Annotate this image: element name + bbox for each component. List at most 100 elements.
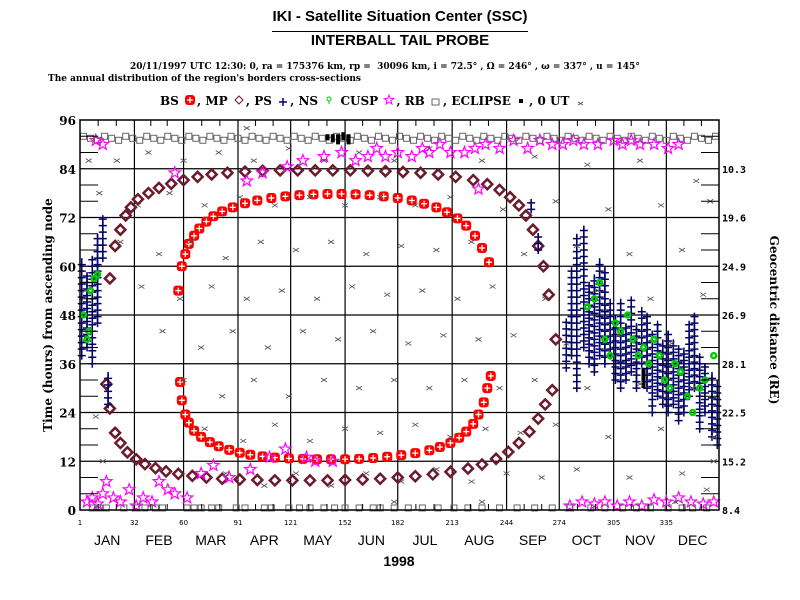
bs-point <box>204 437 215 448</box>
0-ut-point <box>383 292 391 298</box>
rb-point <box>120 504 128 512</box>
cusp-point <box>167 486 183 500</box>
bs-point <box>175 377 186 388</box>
rb-point <box>94 136 102 144</box>
rb-point <box>557 136 565 144</box>
rb-point <box>241 136 249 144</box>
ps-point <box>600 268 609 277</box>
mp-point <box>176 173 191 187</box>
0-ut-point <box>176 296 184 302</box>
0-ut-point <box>626 475 633 480</box>
rb-point <box>129 134 137 142</box>
ps-point <box>98 215 107 224</box>
cusp-point <box>671 490 686 505</box>
mp-point <box>519 208 533 223</box>
mp-point <box>361 164 375 178</box>
x-tick-label: 244 <box>500 519 514 527</box>
month-label: JUN <box>358 532 385 548</box>
y-tick-label: 84 <box>59 163 76 177</box>
bs-point <box>378 191 389 202</box>
y-tick-label: 96 <box>59 114 76 128</box>
rb-point <box>587 504 595 512</box>
0-ut-point <box>510 332 517 338</box>
mp-point <box>220 166 235 180</box>
eclipse-mark <box>346 134 351 145</box>
ps-point <box>88 255 97 264</box>
legend-label: CUSP <box>340 94 383 108</box>
0-ut-point <box>531 154 538 159</box>
rb-point <box>618 504 626 512</box>
rb-point <box>306 504 314 512</box>
bs-point <box>461 220 472 231</box>
rb-point <box>87 134 95 142</box>
cusp-point <box>369 140 385 155</box>
0-ut-point <box>159 328 166 334</box>
rb-point <box>164 132 172 140</box>
right-tick-label: 22.5 <box>722 409 746 420</box>
rb-point <box>410 136 418 144</box>
ns-point <box>639 343 648 352</box>
0-ut-point <box>208 284 215 289</box>
cusp-point <box>105 490 121 505</box>
mp-point <box>164 177 179 191</box>
cusp-point <box>325 453 341 468</box>
month-label: DEC <box>678 532 708 548</box>
mp-point <box>99 377 114 391</box>
cusp-point <box>706 494 722 509</box>
rb-point <box>550 134 558 142</box>
cusp-point <box>242 461 258 476</box>
right-tick-label: 24.9 <box>722 262 746 273</box>
mp-point <box>285 473 300 488</box>
bs-point <box>431 202 442 213</box>
0-ut-point <box>240 438 247 444</box>
mp-point <box>138 457 152 471</box>
green-circle-icon <box>326 96 332 104</box>
cusp-point <box>432 136 448 151</box>
rb-point <box>431 136 439 144</box>
rb-point <box>374 132 382 140</box>
ns-point <box>655 351 664 360</box>
ps-point <box>707 374 716 383</box>
bs-point <box>364 190 375 201</box>
plot-frame <box>79 119 720 511</box>
bs-point <box>396 450 407 461</box>
rb-point <box>655 134 663 142</box>
mp-point <box>461 461 475 476</box>
mp-point <box>152 181 166 195</box>
ps-point <box>713 382 722 391</box>
rb-point <box>501 132 509 140</box>
mp-point <box>268 473 282 488</box>
ns-point <box>86 286 95 295</box>
rb-point <box>390 504 398 512</box>
cusp-point <box>671 136 686 151</box>
cusp-point <box>492 140 507 155</box>
bs-point <box>410 448 421 459</box>
mp-point <box>159 464 173 479</box>
0-ut-point <box>278 288 286 293</box>
cusp-point <box>295 152 311 167</box>
0-ut-point <box>215 150 222 155</box>
legend-separator: , <box>396 94 405 108</box>
rb-point <box>487 134 495 142</box>
mp-point <box>443 465 458 479</box>
mp-point <box>141 186 156 200</box>
rb-point <box>285 504 293 512</box>
rb-point <box>697 134 705 142</box>
cusp-point <box>421 144 437 159</box>
cusp-point <box>128 498 144 513</box>
rb-point <box>689 504 697 512</box>
cusp-point <box>590 136 606 151</box>
bs-point <box>173 285 184 296</box>
0-ut-point <box>475 337 482 342</box>
rb-point <box>269 132 277 140</box>
0-ut-point <box>271 202 279 208</box>
x-tick-label: 91 <box>234 519 243 527</box>
0-ut-point <box>478 158 486 163</box>
mp-point <box>466 173 480 187</box>
ns-point <box>595 278 604 287</box>
bs-point <box>350 189 361 200</box>
ns-point <box>623 311 632 319</box>
bs-point <box>194 223 205 234</box>
mp-point <box>531 411 545 426</box>
ns-point <box>660 376 669 384</box>
